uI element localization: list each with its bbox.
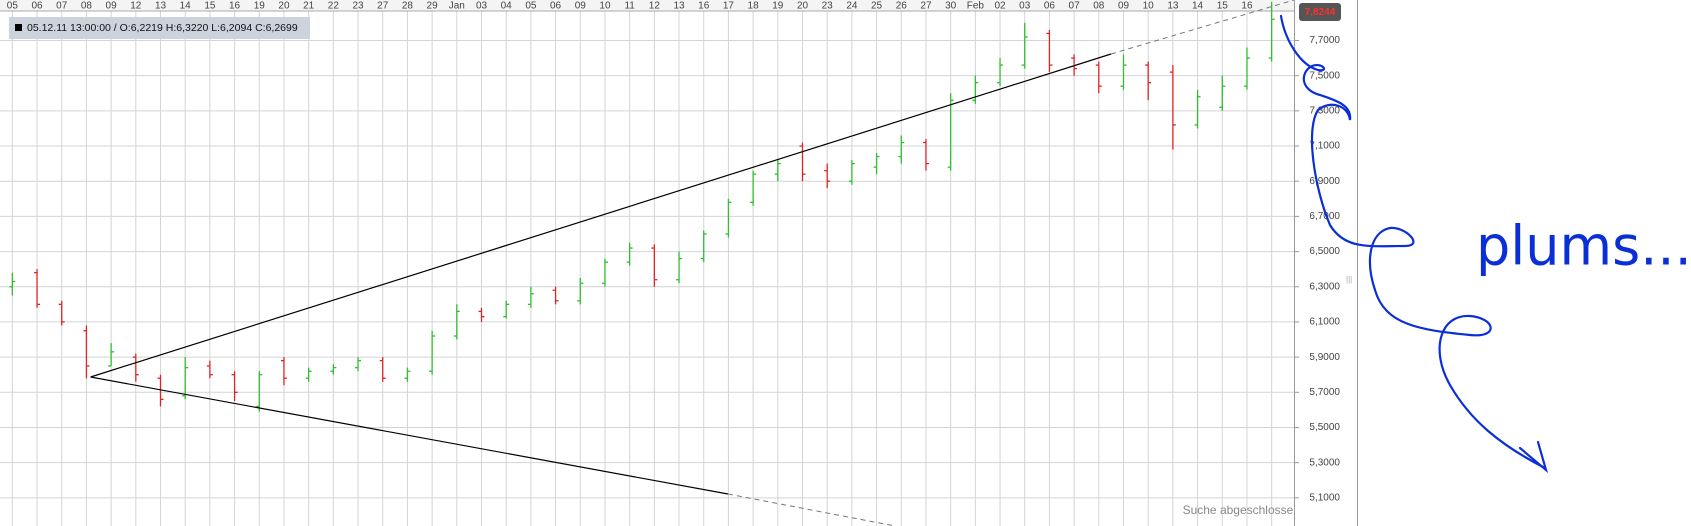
y-tick-label: 5,3000 bbox=[1309, 457, 1340, 468]
hand-arrow-head bbox=[1518, 440, 1549, 474]
x-tick-label: 18 bbox=[748, 1, 760, 12]
x-tick-label: 13 bbox=[1167, 1, 1179, 12]
trend-line bbox=[90, 53, 1112, 378]
trend-line bbox=[90, 376, 729, 495]
resize-grip: ||| bbox=[1346, 275, 1352, 284]
x-tick-label: 13 bbox=[155, 1, 167, 12]
x-tick-label: 22 bbox=[328, 1, 340, 12]
x-tick-label: 04 bbox=[501, 1, 513, 12]
last-price-tag bbox=[1299, 3, 1341, 21]
x-tick-label: 15 bbox=[204, 1, 216, 12]
x-tick-label: 27 bbox=[377, 1, 389, 12]
x-tick-label: 15 bbox=[1217, 1, 1229, 12]
x-tick-label: 21 bbox=[303, 1, 315, 12]
x-tick-label: 28 bbox=[402, 1, 414, 12]
x-tick-label: 07 bbox=[56, 1, 68, 12]
x-tick-label: 19 bbox=[254, 1, 266, 12]
y-tick-label: 7,5000 bbox=[1309, 70, 1340, 81]
y-tick-label: 6,7000 bbox=[1309, 211, 1340, 222]
y-tick-label: 5,1000 bbox=[1309, 492, 1340, 503]
x-tick-label: 10 bbox=[599, 1, 611, 12]
x-tick-label: 29 bbox=[427, 1, 439, 12]
x-tick-label: 08 bbox=[81, 1, 93, 12]
y-tick-label: 7,7000 bbox=[1309, 35, 1340, 46]
y-tick-label: 5,9000 bbox=[1309, 352, 1340, 363]
info-box bbox=[9, 17, 310, 39]
y-tick-label: 6,3000 bbox=[1309, 281, 1340, 292]
x-tick-label: 06 bbox=[550, 1, 562, 12]
x-tick-label: 16 bbox=[1241, 1, 1253, 12]
x-tick-label: 25 bbox=[871, 1, 883, 12]
info-icon bbox=[15, 24, 22, 31]
x-tick-label: 13 bbox=[673, 1, 685, 12]
x-tick-label: 24 bbox=[846, 1, 858, 12]
x-tick-label: 03 bbox=[1019, 1, 1031, 12]
x-tick-label: 20 bbox=[278, 1, 290, 12]
info-text: 05.12.11 13:00:00 / O:6,2219 H:6,3220 L:… bbox=[27, 22, 298, 34]
x-tick-label: 14 bbox=[180, 1, 192, 12]
y-tick-label: 6,5000 bbox=[1309, 246, 1340, 257]
status-text: Suche abgeschlossen bbox=[1183, 503, 1300, 517]
last-price: 7,8244 bbox=[1305, 7, 1336, 18]
x-tick-label: 19 bbox=[772, 1, 784, 12]
x-tick-label: 14 bbox=[1192, 1, 1204, 12]
date-axis bbox=[0, 0, 1294, 11]
x-tick-label: 27 bbox=[920, 1, 932, 12]
x-tick-label: 23 bbox=[822, 1, 834, 12]
y-tick-label: 7,3000 bbox=[1309, 105, 1340, 116]
y-tick-label: 6,9000 bbox=[1309, 176, 1340, 187]
hand-drawing bbox=[1279, 14, 1549, 474]
x-tick-label: 16 bbox=[229, 1, 241, 12]
x-tick-label: 05 bbox=[525, 1, 537, 12]
x-tick-label: 10 bbox=[1143, 1, 1155, 12]
x-tick-label: 20 bbox=[797, 1, 809, 12]
x-tick-label: 30 bbox=[945, 1, 957, 12]
x-tick-label: 06 bbox=[31, 1, 43, 12]
x-tick-label: 03 bbox=[476, 1, 488, 12]
x-tick-label: 12 bbox=[130, 1, 142, 12]
x-tick-label: 06 bbox=[1044, 1, 1056, 12]
plot-area bbox=[0, 0, 1294, 526]
x-tick-label: 02 bbox=[994, 1, 1006, 12]
trend-line-extension bbox=[727, 493, 896, 526]
x-tick-label: 09 bbox=[1118, 1, 1130, 12]
x-tick-label: 08 bbox=[1093, 1, 1105, 12]
x-tick-label: 09 bbox=[575, 1, 587, 12]
x-tick-label: Feb bbox=[967, 1, 985, 12]
x-tick-label: 05 bbox=[7, 1, 19, 12]
x-tick-label: 11 bbox=[624, 1, 635, 12]
y-tick-label: 5,7000 bbox=[1309, 387, 1340, 398]
y-tick-label: 5,5000 bbox=[1309, 422, 1340, 433]
price-axis bbox=[1294, 0, 1358, 526]
x-tick-label: 23 bbox=[352, 1, 364, 12]
handwritten-note: plums... bbox=[1476, 215, 1691, 278]
x-tick-label: 12 bbox=[649, 1, 661, 12]
x-tick-label: Jan bbox=[449, 1, 465, 12]
x-tick-label: 09 bbox=[106, 1, 118, 12]
hand-arrow bbox=[1279, 14, 1547, 470]
x-tick-label: 07 bbox=[1069, 1, 1081, 12]
x-tick-label: 26 bbox=[896, 1, 908, 12]
y-tick-label: 7,1000 bbox=[1309, 141, 1340, 152]
x-tick-label: 17 bbox=[723, 1, 735, 12]
trend-line-extension bbox=[1110, 0, 1295, 55]
x-tick-label: 16 bbox=[698, 1, 710, 12]
y-tick-label: 6,1000 bbox=[1309, 317, 1340, 328]
